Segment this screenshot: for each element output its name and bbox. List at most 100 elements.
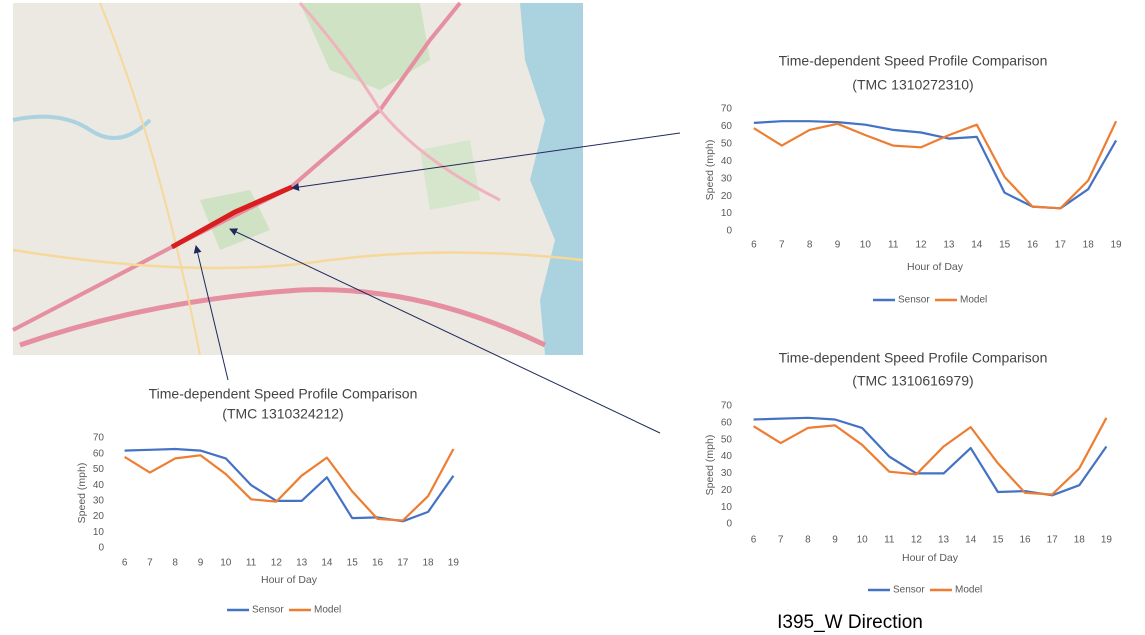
y-tick-label: 50: [93, 464, 105, 475]
chart-subtitle: (TMC 1310616979): [852, 373, 973, 389]
x-tick-label: 16: [372, 558, 384, 569]
x-axis-title: Hour of Day: [902, 552, 959, 564]
highlighted-segment: [170, 184, 294, 250]
x-tick-label: 10: [220, 558, 232, 569]
y-tick-label: 60: [93, 448, 105, 459]
y-tick-label: 20: [93, 511, 105, 522]
map-road: [19, 287, 547, 348]
x-tick-label: 13: [938, 535, 950, 546]
x-tick-label: 8: [172, 558, 178, 569]
x-tick-label: 15: [347, 558, 359, 569]
y-tick-label: 0: [726, 226, 732, 237]
y-tick-label: 50: [721, 434, 733, 445]
x-tick-label: 13: [296, 558, 308, 569]
x-tick-label: 10: [857, 535, 869, 546]
legend-label: Sensor: [252, 605, 284, 616]
arrow: [291, 132, 681, 191]
x-tick-label: 8: [807, 240, 813, 251]
caption: I395_W Direction: [777, 612, 923, 633]
map-road: [12, 1, 462, 332]
y-tick-label: 10: [721, 502, 733, 513]
x-tick-label: 17: [397, 558, 409, 569]
legend-label: Model: [314, 605, 341, 616]
x-tick-label: 6: [751, 535, 757, 546]
map-park: [420, 140, 480, 210]
x-tick-label: 14: [321, 558, 333, 569]
x-tick-label: 9: [832, 535, 838, 546]
legend-label: Sensor: [893, 585, 925, 596]
y-tick-label: 30: [721, 468, 733, 479]
y-tick-label: 40: [721, 451, 733, 462]
chart-title: Time-dependent Speed Profile Comparison: [779, 350, 1048, 366]
y-axis-title: Speed (mph): [704, 435, 716, 496]
x-tick-label: 7: [779, 240, 785, 251]
map-park: [300, 3, 430, 90]
y-tick-label: 10: [721, 208, 733, 219]
x-tick-label: 6: [751, 240, 757, 251]
x-tick-label: 15: [992, 535, 1004, 546]
map-river: [520, 3, 583, 355]
series-line: [753, 120, 1118, 210]
x-tick-label: 18: [1083, 240, 1095, 251]
x-tick-label: 17: [1055, 240, 1067, 251]
x-tick-label: 11: [884, 535, 895, 546]
series-line: [753, 120, 1118, 210]
map-creek: [12, 114, 152, 140]
x-axis-title: Hour of Day: [907, 261, 964, 273]
x-tick-label: 11: [246, 558, 257, 569]
y-tick-label: 60: [721, 121, 733, 132]
legend-label: Model: [955, 585, 982, 596]
x-tick-label: 11: [888, 240, 899, 251]
x-tick-label: 9: [835, 240, 841, 251]
y-tick-label: 0: [98, 543, 104, 554]
y-axis-title: Speed (mph): [76, 463, 88, 524]
x-tick-label: 16: [1019, 535, 1031, 546]
map-road: [12, 248, 584, 270]
y-tick-label: 30: [721, 173, 733, 184]
y-axis-title: Speed (mph): [704, 140, 716, 201]
y-tick-label: 60: [721, 417, 733, 428]
series-line: [753, 417, 1108, 496]
x-tick-label: 12: [916, 240, 928, 251]
arrow: [193, 245, 229, 381]
y-tick-label: 20: [721, 191, 733, 202]
x-tick-label: 8: [805, 535, 811, 546]
x-tick-label: 18: [1074, 535, 1086, 546]
x-tick-label: 16: [1027, 240, 1039, 251]
x-tick-label: 19: [1101, 535, 1113, 546]
y-tick-label: 10: [93, 527, 105, 538]
x-tick-label: 18: [423, 558, 435, 569]
x-tick-label: 6: [122, 558, 128, 569]
chart-title: Time-dependent Speed Profile Comparison: [779, 53, 1048, 69]
legend-label: Sensor: [898, 295, 930, 306]
x-tick-label: 13: [943, 240, 955, 251]
chart-subtitle: (TMC 1310272310): [852, 77, 973, 93]
x-tick-label: 19: [448, 558, 460, 569]
map-road: [298, 2, 501, 202]
chart-subtitle: (TMC 1310324212): [222, 406, 343, 422]
x-tick-label: 7: [778, 535, 784, 546]
y-tick-label: 70: [721, 401, 733, 412]
legend-label: Model: [960, 295, 987, 306]
x-tick-label: 12: [911, 535, 923, 546]
x-tick-label: 14: [965, 535, 977, 546]
chart-title: Time-dependent Speed Profile Comparison: [149, 386, 418, 402]
y-tick-label: 50: [721, 138, 733, 149]
x-axis-title: Hour of Day: [261, 574, 318, 586]
map: [12, 1, 584, 356]
y-tick-label: 70: [721, 104, 733, 115]
arrow: [229, 228, 661, 434]
x-tick-label: 10: [860, 240, 872, 251]
x-tick-label: 15: [999, 240, 1011, 251]
x-tick-label: 7: [147, 558, 153, 569]
y-tick-label: 40: [721, 156, 733, 167]
x-tick-label: 17: [1047, 535, 1059, 546]
y-tick-label: 70: [93, 433, 105, 444]
y-tick-label: 0: [726, 519, 732, 530]
map-road: [99, 2, 201, 356]
x-tick-label: 12: [271, 558, 283, 569]
y-tick-label: 20: [721, 485, 733, 496]
x-tick-label: 19: [1111, 240, 1123, 251]
